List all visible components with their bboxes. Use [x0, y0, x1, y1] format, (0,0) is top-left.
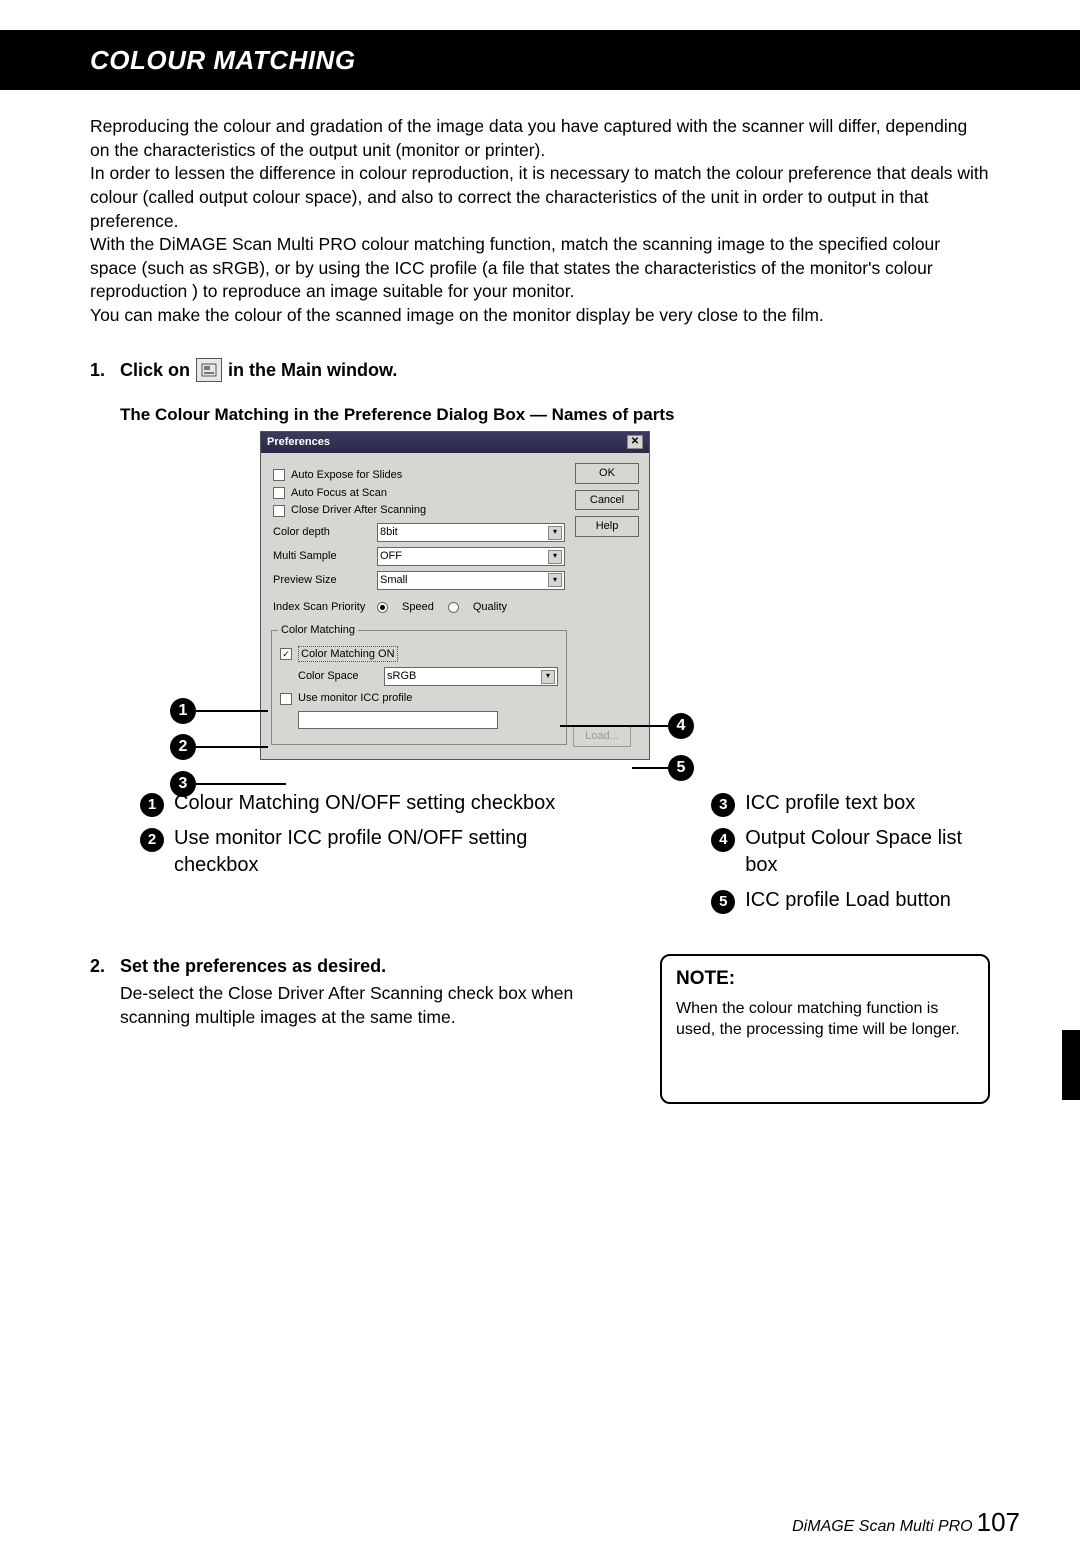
load-button[interactable]: Load... [573, 726, 631, 747]
auto-expose-label: Auto Expose for Slides [291, 468, 402, 483]
step2-number: 2. [90, 954, 120, 978]
step1-subhead: The Colour Matching in the Preference Di… [120, 404, 990, 427]
page-footer: DiMAGE Scan Multi PRO 107 [792, 1507, 1020, 1538]
callout-marker-3: 3 [170, 771, 196, 797]
note-box: NOTE: When the colour matching function … [660, 954, 990, 1104]
quality-radio[interactable] [448, 602, 459, 613]
intro-p3: With the DiMAGE Scan Multi PRO colour ma… [90, 233, 990, 304]
close-icon[interactable]: ✕ [627, 435, 643, 449]
footer-product: DiMAGE Scan Multi PRO [792, 1518, 972, 1536]
speed-radio-label: Speed [402, 600, 434, 615]
legend-text-2: Use monitor ICC profile ON/OFF setting c… [174, 825, 601, 879]
note-body: When the colour matching function is use… [676, 998, 974, 1041]
dialog-title-text: Preferences [267, 435, 330, 450]
callout-marker-2: 2 [170, 734, 196, 760]
legend-marker-2: 2 [140, 828, 164, 852]
legend-marker-1: 1 [140, 793, 164, 817]
color-space-select[interactable]: sRGB▾ [384, 667, 558, 686]
use-monitor-icc-label: Use monitor ICC profile [298, 691, 412, 706]
color-space-label: Color Space [298, 669, 376, 684]
quality-radio-label: Quality [473, 600, 507, 615]
color-matching-group-label: Color Matching [278, 623, 358, 638]
color-depth-select[interactable]: 8bit▾ [377, 523, 565, 542]
step1-post: in the Main window. [228, 358, 397, 382]
auto-focus-checkbox[interactable] [273, 487, 285, 499]
speed-radio[interactable] [377, 602, 388, 613]
callout-marker-4: 4 [668, 713, 694, 739]
chevron-down-icon: ▾ [541, 670, 555, 684]
step1-number: 1. [90, 358, 120, 382]
multi-sample-select[interactable]: OFF▾ [377, 547, 565, 566]
footer-page-number: 107 [977, 1507, 1020, 1538]
preview-size-select[interactable]: Small▾ [377, 571, 565, 590]
callout-legend: 1 Colour Matching ON/OFF setting checkbox… [140, 790, 990, 914]
close-driver-label: Close Driver After Scanning [291, 503, 426, 518]
step2-desc: De-select the Close Driver After Scannin… [120, 982, 640, 1029]
side-tab [1062, 1030, 1080, 1100]
legend-marker-5: 5 [711, 890, 735, 914]
step-2: 2. Set the preferences as desired. De-se… [90, 954, 990, 1104]
dialog-titlebar: Preferences ✕ [261, 432, 649, 453]
preferences-tool-icon [196, 358, 222, 382]
callout-marker-5: 5 [668, 755, 694, 781]
color-matching-on-checkbox[interactable]: ✓ [280, 648, 292, 660]
multi-sample-label: Multi Sample [273, 549, 369, 564]
legend-text-5: ICC profile Load button [745, 887, 951, 914]
auto-focus-label: Auto Focus at Scan [291, 486, 387, 501]
chevron-down-icon: ▾ [548, 573, 562, 587]
chevron-down-icon: ▾ [548, 550, 562, 564]
color-matching-group: Color Matching ✓Color Matching ON Color … [271, 630, 567, 746]
step-1: 1. Click on in the Main window. The Colo… [90, 358, 990, 915]
step1-pre: Click on [120, 358, 190, 382]
legend-text-1: Colour Matching ON/OFF setting checkbox [174, 790, 555, 817]
help-button[interactable]: Help [575, 516, 639, 537]
page-header: COLOUR MATCHING [0, 30, 1080, 90]
note-title: NOTE: [676, 966, 974, 992]
color-depth-label: Color depth [273, 525, 369, 540]
legend-marker-4: 4 [711, 828, 735, 852]
intro-p2: In order to lessen the difference in col… [90, 162, 990, 233]
color-matching-on-label: Color Matching ON [298, 646, 398, 663]
preferences-dialog: Preferences ✕ Auto Expose for Slides Aut… [260, 431, 650, 760]
callout-marker-1: 1 [170, 698, 196, 724]
step2-title: Set the preferences as desired. [120, 954, 386, 978]
page-title: COLOUR MATCHING [90, 45, 356, 76]
dialog-wrap: 1 2 3 4 5 Preferences ✕ [170, 431, 710, 760]
icc-profile-textbox[interactable] [298, 711, 498, 729]
ok-button[interactable]: OK [575, 463, 639, 484]
chevron-down-icon: ▾ [548, 526, 562, 540]
cancel-button[interactable]: Cancel [575, 490, 639, 511]
intro-p1: Reproducing the colour and gradation of … [90, 115, 990, 162]
intro-text: Reproducing the colour and gradation of … [90, 115, 990, 328]
legend-text-4: Output Colour Space list box [745, 825, 990, 879]
index-scan-label: Index Scan Priority [273, 600, 369, 615]
close-driver-checkbox[interactable] [273, 505, 285, 517]
legend-marker-3: 3 [711, 793, 735, 817]
preview-size-label: Preview Size [273, 573, 369, 588]
legend-text-3: ICC profile text box [745, 790, 915, 817]
use-monitor-icc-checkbox[interactable] [280, 693, 292, 705]
auto-expose-checkbox[interactable] [273, 469, 285, 481]
intro-p4: You can make the colour of the scanned i… [90, 304, 990, 328]
